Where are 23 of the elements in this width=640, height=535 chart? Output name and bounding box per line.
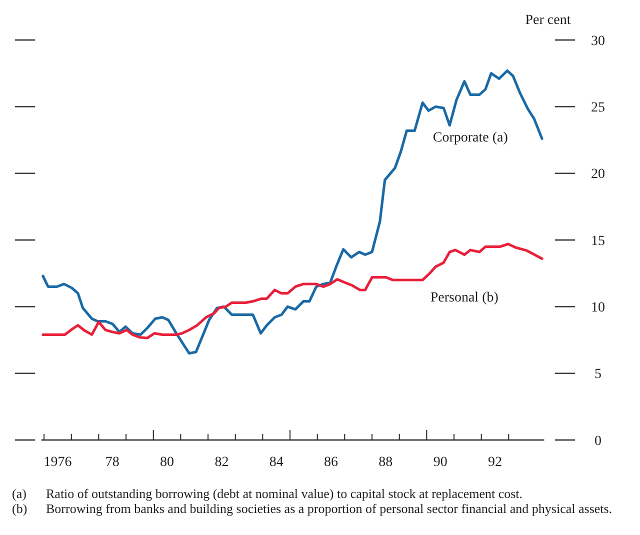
text: (a) Ratio of outstanding borrowing (debt at nominal value) to capital stock at replacement cost. (12, 486, 523, 501)
x-tick-label: 84 (269, 455, 284, 470)
x-tick-label: 78 (105, 455, 120, 470)
series-label: Corporate (a) (432, 130, 508, 146)
x-tick-label: 90 (433, 455, 448, 470)
y-tick-label: 10 (591, 300, 605, 316)
line-series (42, 69, 544, 355)
y-axis-title: Per cent (525, 13, 571, 28)
x-tick-label: 92 (488, 455, 502, 470)
x-tick-label: 86 (324, 455, 338, 470)
line-series (42, 242, 544, 340)
y-tick-label: 30 (591, 34, 605, 49)
y-tick-label: 15 (591, 234, 605, 249)
y-tick-label: 0 (594, 434, 602, 449)
y-tick-label: 25 (591, 100, 605, 116)
x-tick-label: 82 (214, 455, 229, 470)
text: (b) Borrowing from banks and building societies as a proportion of personal sector financial and physical assets. (12, 501, 612, 516)
x-tick-label: 80 (160, 455, 174, 470)
y-tick-label: 20 (591, 167, 605, 182)
series-label: Personal (b) (430, 290, 499, 306)
x-tick-label: 88 (378, 455, 393, 470)
x-tick-label: 1976 (44, 455, 72, 470)
y-tick-label: 5 (594, 367, 602, 382)
